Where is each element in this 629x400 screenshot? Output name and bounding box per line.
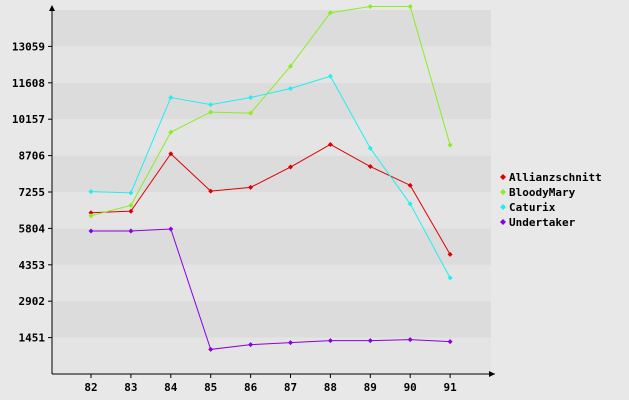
data-point [88, 213, 94, 219]
x-tick-label: 87 [284, 381, 297, 394]
data-point [407, 201, 413, 207]
legend: Allianzschnitt BloodyMary Caturix Undertake… [500, 171, 602, 229]
y-tick-label: 1451 [19, 332, 46, 345]
data-point [407, 182, 413, 188]
legend-marker [500, 219, 506, 225]
legend-label: Allianzschnitt [509, 171, 602, 184]
y-tick-label: 8706 [19, 150, 46, 163]
data-point [447, 251, 453, 257]
data-point [208, 346, 214, 352]
data-point [327, 10, 333, 16]
data-point [407, 3, 413, 9]
data-point [168, 129, 174, 135]
y-tick-label: 11608 [12, 77, 45, 90]
data-point [128, 202, 134, 208]
data-point [168, 95, 174, 101]
legend-marker [500, 204, 506, 210]
grid-band [52, 119, 491, 156]
x-tick-label: 89 [364, 381, 377, 394]
series-line [90, 5, 451, 217]
data-point [208, 188, 214, 194]
grid-band [52, 264, 491, 302]
y-tick-label: 13059 [12, 40, 45, 53]
data-point [128, 228, 134, 234]
y-tick-label: 4353 [19, 259, 46, 272]
grid-band [52, 228, 491, 265]
data-point [447, 339, 453, 345]
data-point [208, 102, 214, 108]
x-axis-arrow [489, 371, 495, 377]
y-tick-label: 7255 [19, 186, 46, 199]
data-point [327, 73, 333, 79]
data-point [367, 164, 373, 170]
y-tick-label: 10157 [12, 113, 45, 126]
x-tick-label: 82 [84, 381, 97, 394]
series-line [90, 75, 451, 279]
grid-band [52, 192, 491, 229]
legend-label: Caturix [509, 201, 556, 214]
grid-band [52, 301, 491, 338]
data-point [288, 340, 293, 346]
x-tick-label: 84 [164, 381, 178, 394]
data-point [248, 110, 254, 116]
series-line [91, 228, 451, 350]
data-point [248, 184, 254, 190]
y-axis-arrow [49, 5, 55, 11]
data-point [248, 95, 254, 101]
x-tick-label: 85 [204, 381, 217, 394]
data-point [248, 342, 254, 348]
legend-marker [500, 189, 506, 195]
x-tick-label: 86 [244, 381, 258, 394]
data-point [327, 338, 333, 344]
data-point [128, 208, 134, 214]
data-point [88, 189, 94, 195]
data-point [168, 151, 174, 157]
y-tick-label: 5804 [19, 222, 46, 235]
data-point [288, 164, 293, 170]
x-tick-label: 83 [124, 381, 137, 394]
data-point [367, 145, 373, 151]
data-point [367, 3, 373, 9]
data-point [327, 141, 333, 147]
grid-bands [52, 10, 491, 374]
data-point [447, 275, 453, 281]
x-tick-label: 88 [324, 381, 337, 394]
grid-band [52, 337, 491, 374]
data-point [288, 86, 293, 92]
y-tick-label: 2902 [19, 295, 46, 308]
x-axis-ticks: 82 83 84 85 86 87 88 89 90 91 [84, 374, 457, 394]
axes [49, 5, 495, 377]
data-point [168, 226, 174, 232]
data-point [447, 142, 453, 148]
data-point [288, 63, 293, 69]
x-tick-label: 91 [443, 381, 457, 394]
data-point [208, 109, 214, 115]
grid-band [52, 10, 491, 47]
grid-band [52, 46, 491, 83]
legend-marker [500, 174, 506, 180]
data-point [88, 210, 94, 216]
data-point [128, 190, 134, 196]
legend-label: Undertaker [509, 216, 576, 229]
y-axis-ticks: 1451 2902 4353 5804 7255 8706 10157 11608 13059 [12, 40, 52, 345]
series-lines [88, 3, 453, 352]
legend-label: BloodyMary [509, 186, 576, 199]
grid-band [52, 155, 491, 192]
data-point [88, 228, 94, 234]
data-point [407, 337, 413, 343]
data-point [367, 338, 373, 344]
x-tick-label: 90 [404, 381, 417, 394]
